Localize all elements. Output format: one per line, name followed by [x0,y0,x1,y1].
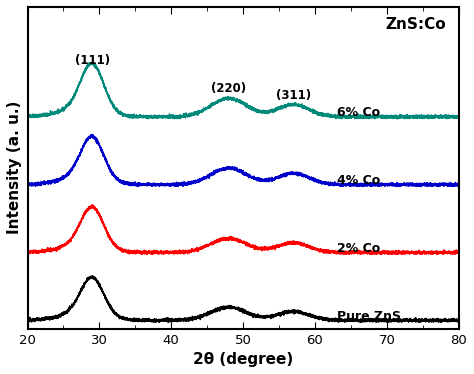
Text: ZnS:Co: ZnS:Co [385,16,446,31]
Y-axis label: Intensity (a. u.): Intensity (a. u.) [7,101,22,234]
Text: 4% Co: 4% Co [337,174,380,187]
Text: 2% Co: 2% Co [337,242,380,255]
Text: (311): (311) [276,89,311,102]
Text: (111): (111) [74,54,110,67]
Text: Pure ZnS: Pure ZnS [337,310,401,323]
X-axis label: 2θ (degree): 2θ (degree) [193,352,293,367]
Text: (220): (220) [211,82,246,95]
Text: 6% Co: 6% Co [337,106,380,119]
